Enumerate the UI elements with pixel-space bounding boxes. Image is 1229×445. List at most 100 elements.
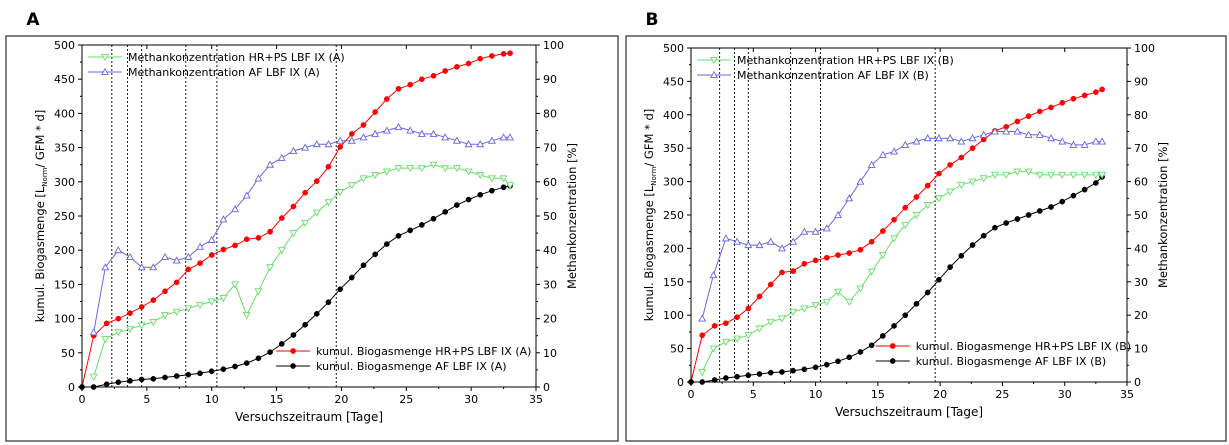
legend-marker <box>710 70 718 79</box>
data-point <box>857 349 864 355</box>
data-point <box>219 295 228 303</box>
data-point <box>1070 192 1077 199</box>
y2-tick-label: 50 <box>1134 209 1148 222</box>
x-tick-label: 30 <box>464 393 478 406</box>
data-point <box>208 368 215 375</box>
data-point <box>890 235 899 243</box>
legend-label: kumul. Biogasmenge HR+PS LBF IX (A) <box>316 345 531 358</box>
data-point <box>1080 171 1089 180</box>
legend-entry: Methankonzentration AF LBF IX (B) <box>697 69 929 82</box>
data-point <box>337 286 343 293</box>
data-point <box>290 332 297 338</box>
data-point <box>302 189 308 196</box>
y2-tick-label: 100 <box>1134 42 1155 55</box>
data-point <box>936 170 942 177</box>
y2-tick-label: 40 <box>543 244 557 257</box>
y-tick-label: 350 <box>54 142 75 155</box>
data-point <box>756 371 763 377</box>
data-point <box>242 191 251 199</box>
data-point <box>313 178 320 184</box>
data-point <box>968 178 977 186</box>
data-point <box>846 250 853 256</box>
data-point <box>301 219 310 227</box>
data-point <box>756 293 763 300</box>
data-point <box>208 252 215 258</box>
data-point <box>969 145 976 152</box>
data-point <box>733 237 742 245</box>
legend-entry: Methankonzentration AF LBF IX (A) <box>88 66 320 79</box>
data-point <box>442 209 449 215</box>
data-point <box>1099 86 1105 93</box>
data-point <box>733 335 742 343</box>
data-point <box>924 289 931 296</box>
data-point <box>126 252 134 261</box>
data-point <box>429 129 438 137</box>
data-point <box>734 373 740 380</box>
data-point <box>207 235 216 243</box>
y2-tick-label: 60 <box>1134 176 1148 189</box>
y2-tick-label: 70 <box>1134 142 1148 155</box>
y-tick-label: 500 <box>663 42 684 55</box>
data-point <box>430 72 437 79</box>
data-point <box>243 360 250 366</box>
panel-label: A <box>26 10 40 30</box>
data-point <box>924 182 931 189</box>
data-point <box>476 171 485 180</box>
series-3 <box>698 127 1107 322</box>
data-point <box>902 312 909 319</box>
plot-area <box>81 44 537 388</box>
data-point <box>1048 204 1054 210</box>
data-point <box>312 209 321 217</box>
data-point <box>979 175 988 183</box>
data-point <box>395 232 402 239</box>
data-point <box>936 276 942 283</box>
data-point <box>464 168 473 176</box>
data-point <box>1069 171 1078 180</box>
legend-label: Methankonzentration HR+PS LBF IX (B) <box>737 54 954 67</box>
data-point <box>184 252 193 261</box>
data-point <box>499 133 508 141</box>
series-2 <box>698 168 1107 377</box>
legend-marker <box>101 53 109 62</box>
data-point <box>161 252 169 261</box>
data-point <box>101 263 110 271</box>
data-point <box>868 342 875 349</box>
x-tick-label: 20 <box>933 388 947 401</box>
data-point <box>172 308 181 316</box>
data-point <box>834 210 842 219</box>
series-0 <box>79 50 513 390</box>
panel-label: B <box>646 10 659 30</box>
data-point <box>196 242 205 250</box>
data-point <box>744 332 753 340</box>
data-point <box>1059 198 1066 205</box>
data-point <box>811 302 820 310</box>
x-axis-label: Versuchszeitraum [Tage] <box>835 405 983 419</box>
data-point <box>801 260 808 267</box>
data-point <box>1059 99 1066 106</box>
data-point <box>990 127 999 135</box>
data-point <box>1014 118 1021 125</box>
data-point <box>442 68 449 74</box>
data-point <box>890 147 899 155</box>
data-point <box>382 126 391 134</box>
data-point <box>254 174 263 182</box>
x-tick-label: 0 <box>688 388 695 401</box>
x-tick-label: 0 <box>79 393 86 406</box>
data-point <box>958 154 965 161</box>
data-point <box>779 369 785 375</box>
y-tick-label: 150 <box>54 278 75 291</box>
data-point <box>946 134 955 142</box>
data-point <box>197 370 203 377</box>
data-point <box>407 227 414 234</box>
data-point <box>822 298 831 306</box>
data-point <box>800 305 809 313</box>
legend-label: kumul. Biogasmenge AF LBF IX (A) <box>316 360 506 373</box>
data-point <box>149 319 158 327</box>
y-axis-label-main: kumul. Biogasmenge [L <box>642 185 656 321</box>
data-point <box>407 81 414 88</box>
data-point <box>89 373 98 381</box>
data-point <box>231 281 240 289</box>
data-point <box>856 285 865 293</box>
x-axis-label: Versuchszeitraum [Tage] <box>235 410 383 424</box>
data-point <box>278 341 285 347</box>
